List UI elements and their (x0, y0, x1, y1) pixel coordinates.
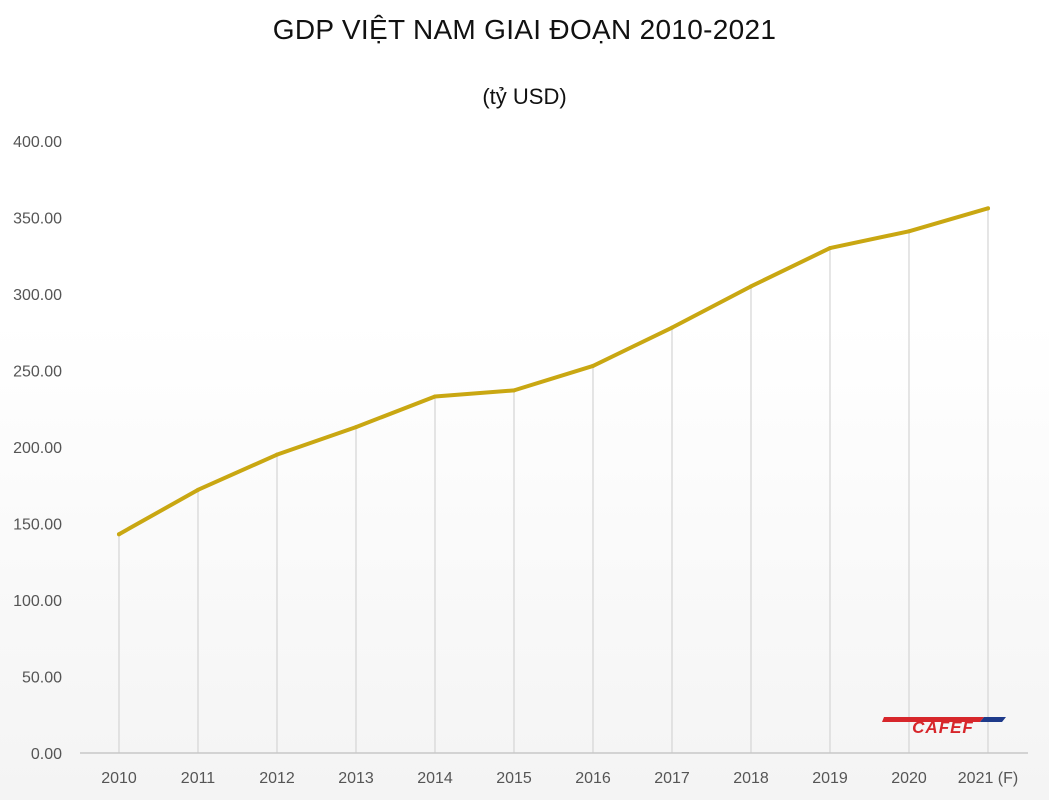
x-tick-label: 2018 (733, 770, 769, 787)
data-point (275, 452, 279, 457)
x-tick-label: 2010 (101, 770, 137, 787)
logo-text: CAFEF (912, 718, 974, 736)
y-tick-label: 350.00 (13, 211, 62, 228)
y-tick-label: 400.00 (13, 134, 62, 151)
y-tick-label: 300.00 (13, 287, 62, 304)
x-tick-label: 2014 (417, 770, 453, 787)
series-layer (117, 206, 990, 537)
x-tick-label: 2013 (338, 770, 374, 787)
x-tick-label: 2011 (181, 770, 216, 787)
chart-title: GDP VIỆT NAM GIAI ĐOẠN 2010-2021 (272, 14, 777, 45)
y-tick-label: 100.00 (13, 593, 62, 610)
x-tick-label: 2012 (259, 770, 295, 787)
x-tick-label: 2021 (F) (958, 770, 1018, 787)
x-tick-label: 2019 (812, 770, 848, 787)
cafef-logo: CAFEF (882, 717, 1006, 736)
y-tick-label: 0.00 (31, 746, 62, 763)
data-point (433, 394, 437, 399)
y-tick-label: 150.00 (13, 517, 62, 534)
data-point (670, 325, 674, 330)
data-point (907, 229, 911, 234)
vertical-grid-lines (118, 208, 989, 753)
y-tick-label: 250.00 (13, 364, 62, 381)
chart-subtitle: (tỷ USD) (482, 84, 567, 109)
x-tick-label: 2015 (496, 770, 532, 787)
y-tick-label: 50.00 (22, 670, 62, 687)
data-point (354, 425, 358, 430)
data-point (512, 388, 516, 393)
data-point (117, 532, 121, 537)
data-point (749, 284, 753, 289)
data-point (828, 246, 832, 251)
x-axis-tick-labels: 2010 2011 2012 2013 2014 2015 2016 2017 2018 2019… (101, 770, 1018, 787)
data-point (986, 206, 990, 211)
series-line (117, 206, 990, 537)
data-point (196, 487, 200, 492)
x-tick-label: 2016 (575, 770, 611, 787)
y-tick-label: 200.00 (13, 440, 62, 457)
y-axis-tick-labels: 0.00 50.00 100.00 150.00 200.00 250.00 300.00 3… (13, 134, 62, 763)
x-tick-label: 2017 (654, 770, 690, 787)
x-tick-label: 2020 (891, 770, 927, 787)
data-point (591, 363, 595, 368)
